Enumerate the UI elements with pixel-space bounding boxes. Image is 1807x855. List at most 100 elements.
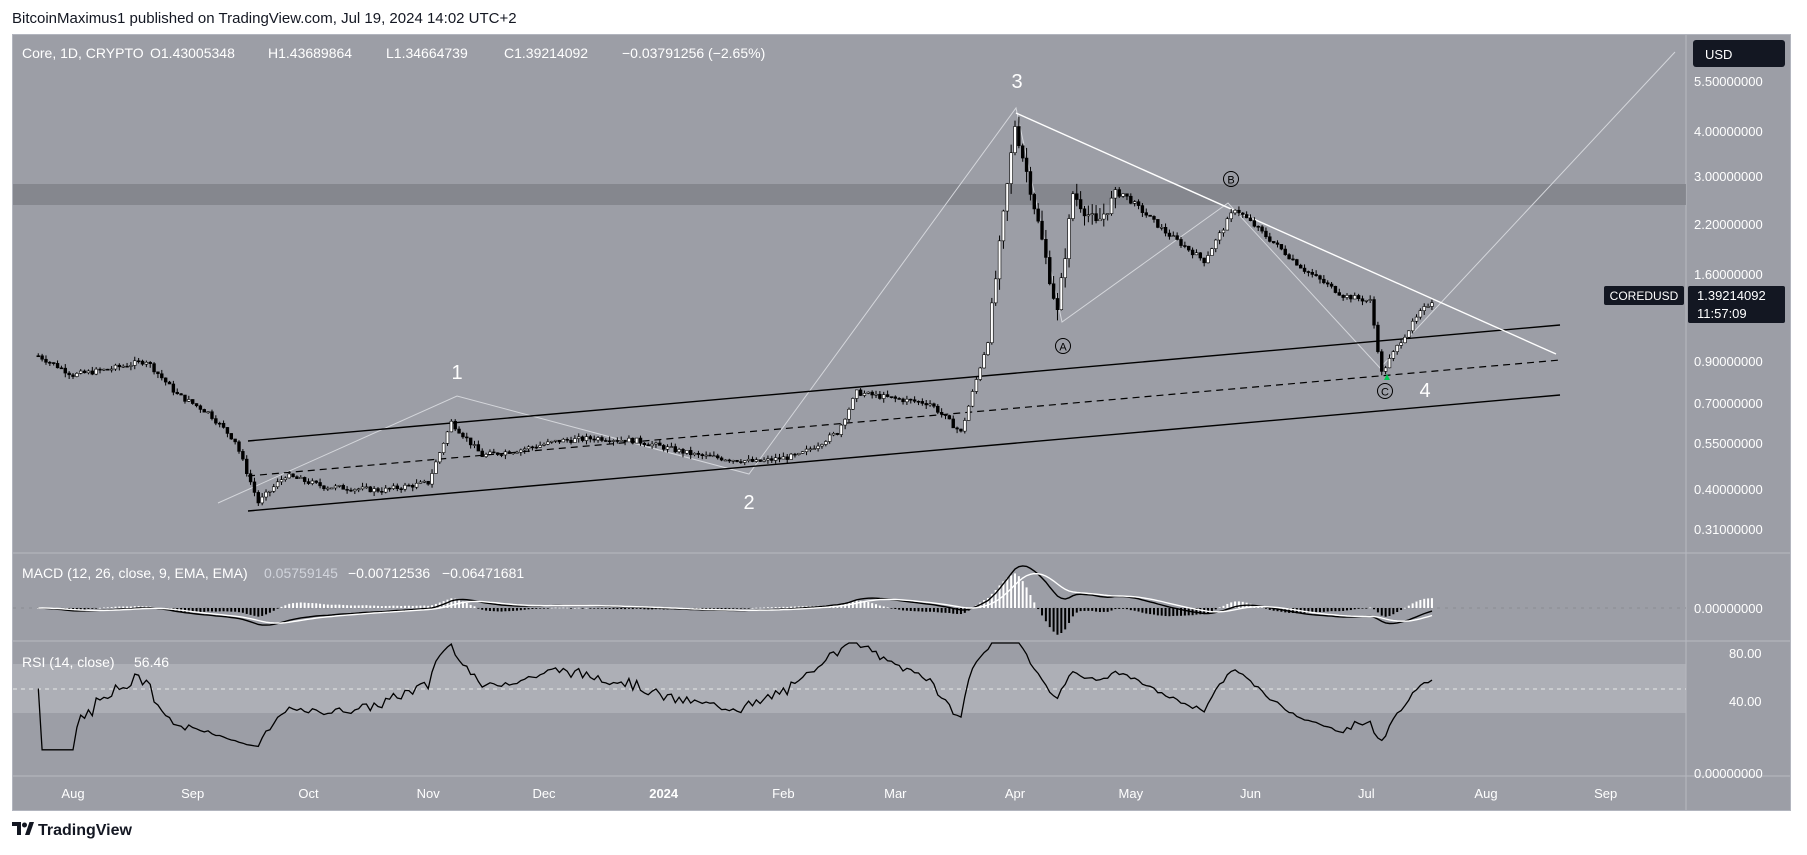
macd-histogram-bar [1210, 608, 1213, 612]
time-tick: 2024 [649, 786, 679, 801]
candle-body [993, 278, 998, 304]
macd-histogram-bar [218, 608, 221, 612]
macd-histogram-bar [373, 605, 376, 608]
candle-body [596, 437, 600, 441]
macd-histogram-bar [956, 608, 959, 614]
macd-histogram-bar [404, 605, 407, 608]
macd-histogram-bar [195, 608, 198, 613]
label-b: B [1227, 175, 1234, 187]
macd-histogram-bar [728, 608, 731, 609]
candle-body [650, 443, 654, 447]
legend-symbol[interactable]: Core, 1D, CRYPTO [22, 45, 144, 61]
currency-button[interactable] [1693, 40, 1785, 67]
wave-label-1: 1 [451, 362, 462, 384]
macd-histogram-bar [492, 608, 495, 612]
macd-histogram-bar [566, 607, 569, 609]
candle-body [218, 422, 222, 425]
candle-body [1032, 194, 1037, 210]
candle-body [152, 363, 156, 373]
candle-body [1160, 227, 1164, 229]
price-tick: 0.90000000 [1694, 354, 1763, 369]
candle-body [492, 451, 496, 454]
macd-histogram-bar [512, 608, 515, 611]
tradingview-footer[interactable]: TradingView [12, 822, 132, 840]
candle-body [248, 473, 253, 483]
macd-legend-label[interactable]: MACD (12, 26, close, 9, EMA, EMA) [22, 565, 248, 581]
wave-label-3: 3 [1011, 71, 1022, 93]
candle-body [167, 381, 172, 385]
time-tick: Jul [1358, 786, 1375, 801]
macd-histogram-bar [268, 608, 271, 613]
macd-histogram-bar [986, 597, 989, 608]
candle-body [322, 485, 326, 490]
macd-histogram-bar [736, 608, 739, 609]
macd-histogram-bar [1075, 608, 1078, 613]
legend-change: −0.03791256 (−2.65%) [622, 45, 765, 61]
candle-body [827, 434, 832, 442]
time-tick: Sep [1594, 786, 1617, 801]
macd-histogram-bar [83, 608, 86, 610]
macd-histogram-bar [651, 608, 654, 610]
candle-body [1009, 152, 1013, 184]
macd-signal-line [38, 572, 1433, 624]
macd-histogram-bar [743, 608, 746, 609]
label-c-circle [1377, 383, 1393, 399]
channel-lower-line [247, 394, 1561, 512]
macd-histogram-bar [1207, 608, 1210, 614]
candle-body [1360, 298, 1365, 302]
candle-body [368, 486, 372, 493]
candle-body [515, 451, 519, 454]
candle-body [1210, 248, 1214, 256]
candle-body [1179, 239, 1183, 246]
macd-pane-bg [13, 553, 1686, 641]
macd-histogram-bar [1164, 608, 1167, 617]
candle-body [704, 454, 708, 457]
symbol-tag[interactable] [1604, 286, 1684, 305]
candle-body [569, 439, 573, 443]
macd-histogram-bar [936, 608, 939, 613]
candle-body [364, 486, 369, 489]
candle-body [808, 448, 813, 451]
macd-histogram-bar [1071, 608, 1074, 617]
rsi-legend-label[interactable]: RSI (14, close) [22, 654, 115, 670]
macd-histogram-bar [311, 603, 314, 608]
macd-histogram-bar [917, 608, 920, 612]
macd-histogram-bar [210, 608, 213, 612]
candle-body [495, 452, 500, 455]
candle-body [550, 440, 554, 443]
candle-body [229, 433, 233, 440]
candle-body [472, 444, 477, 446]
candle-body [920, 401, 925, 404]
candle-body [449, 420, 454, 433]
candle-body [665, 446, 670, 450]
candle-body [681, 449, 685, 454]
candle-body [1314, 274, 1318, 276]
candle-body [1407, 330, 1411, 338]
time-tick: Aug [61, 786, 84, 801]
macd-histogram-bar [716, 608, 719, 609]
candle-body [708, 454, 712, 457]
macd-histogram-bar [91, 608, 94, 609]
macd-histogram-bar [1234, 601, 1237, 608]
candle-body [214, 418, 218, 424]
macd-histogram-bar [1064, 608, 1067, 630]
macd-histogram-bar [102, 607, 105, 609]
candle-body [1410, 320, 1415, 332]
macd-histogram-bar [562, 607, 565, 609]
candle-body [766, 458, 770, 461]
candle-body [727, 459, 732, 462]
candle-body [526, 446, 531, 450]
candle-body [372, 488, 376, 493]
time-tick: Jun [1240, 786, 1261, 801]
candle-body [754, 459, 759, 462]
macd-histogram-bar [133, 606, 136, 608]
rsi-line [37, 642, 1433, 751]
time-tick: Mar [884, 786, 907, 801]
candle-body [1426, 306, 1430, 308]
macd-histogram-bar [863, 601, 866, 608]
macd-histogram-bar [766, 607, 769, 608]
candle-body [48, 361, 52, 364]
candle-body [387, 487, 392, 490]
candle-body [1152, 216, 1156, 220]
